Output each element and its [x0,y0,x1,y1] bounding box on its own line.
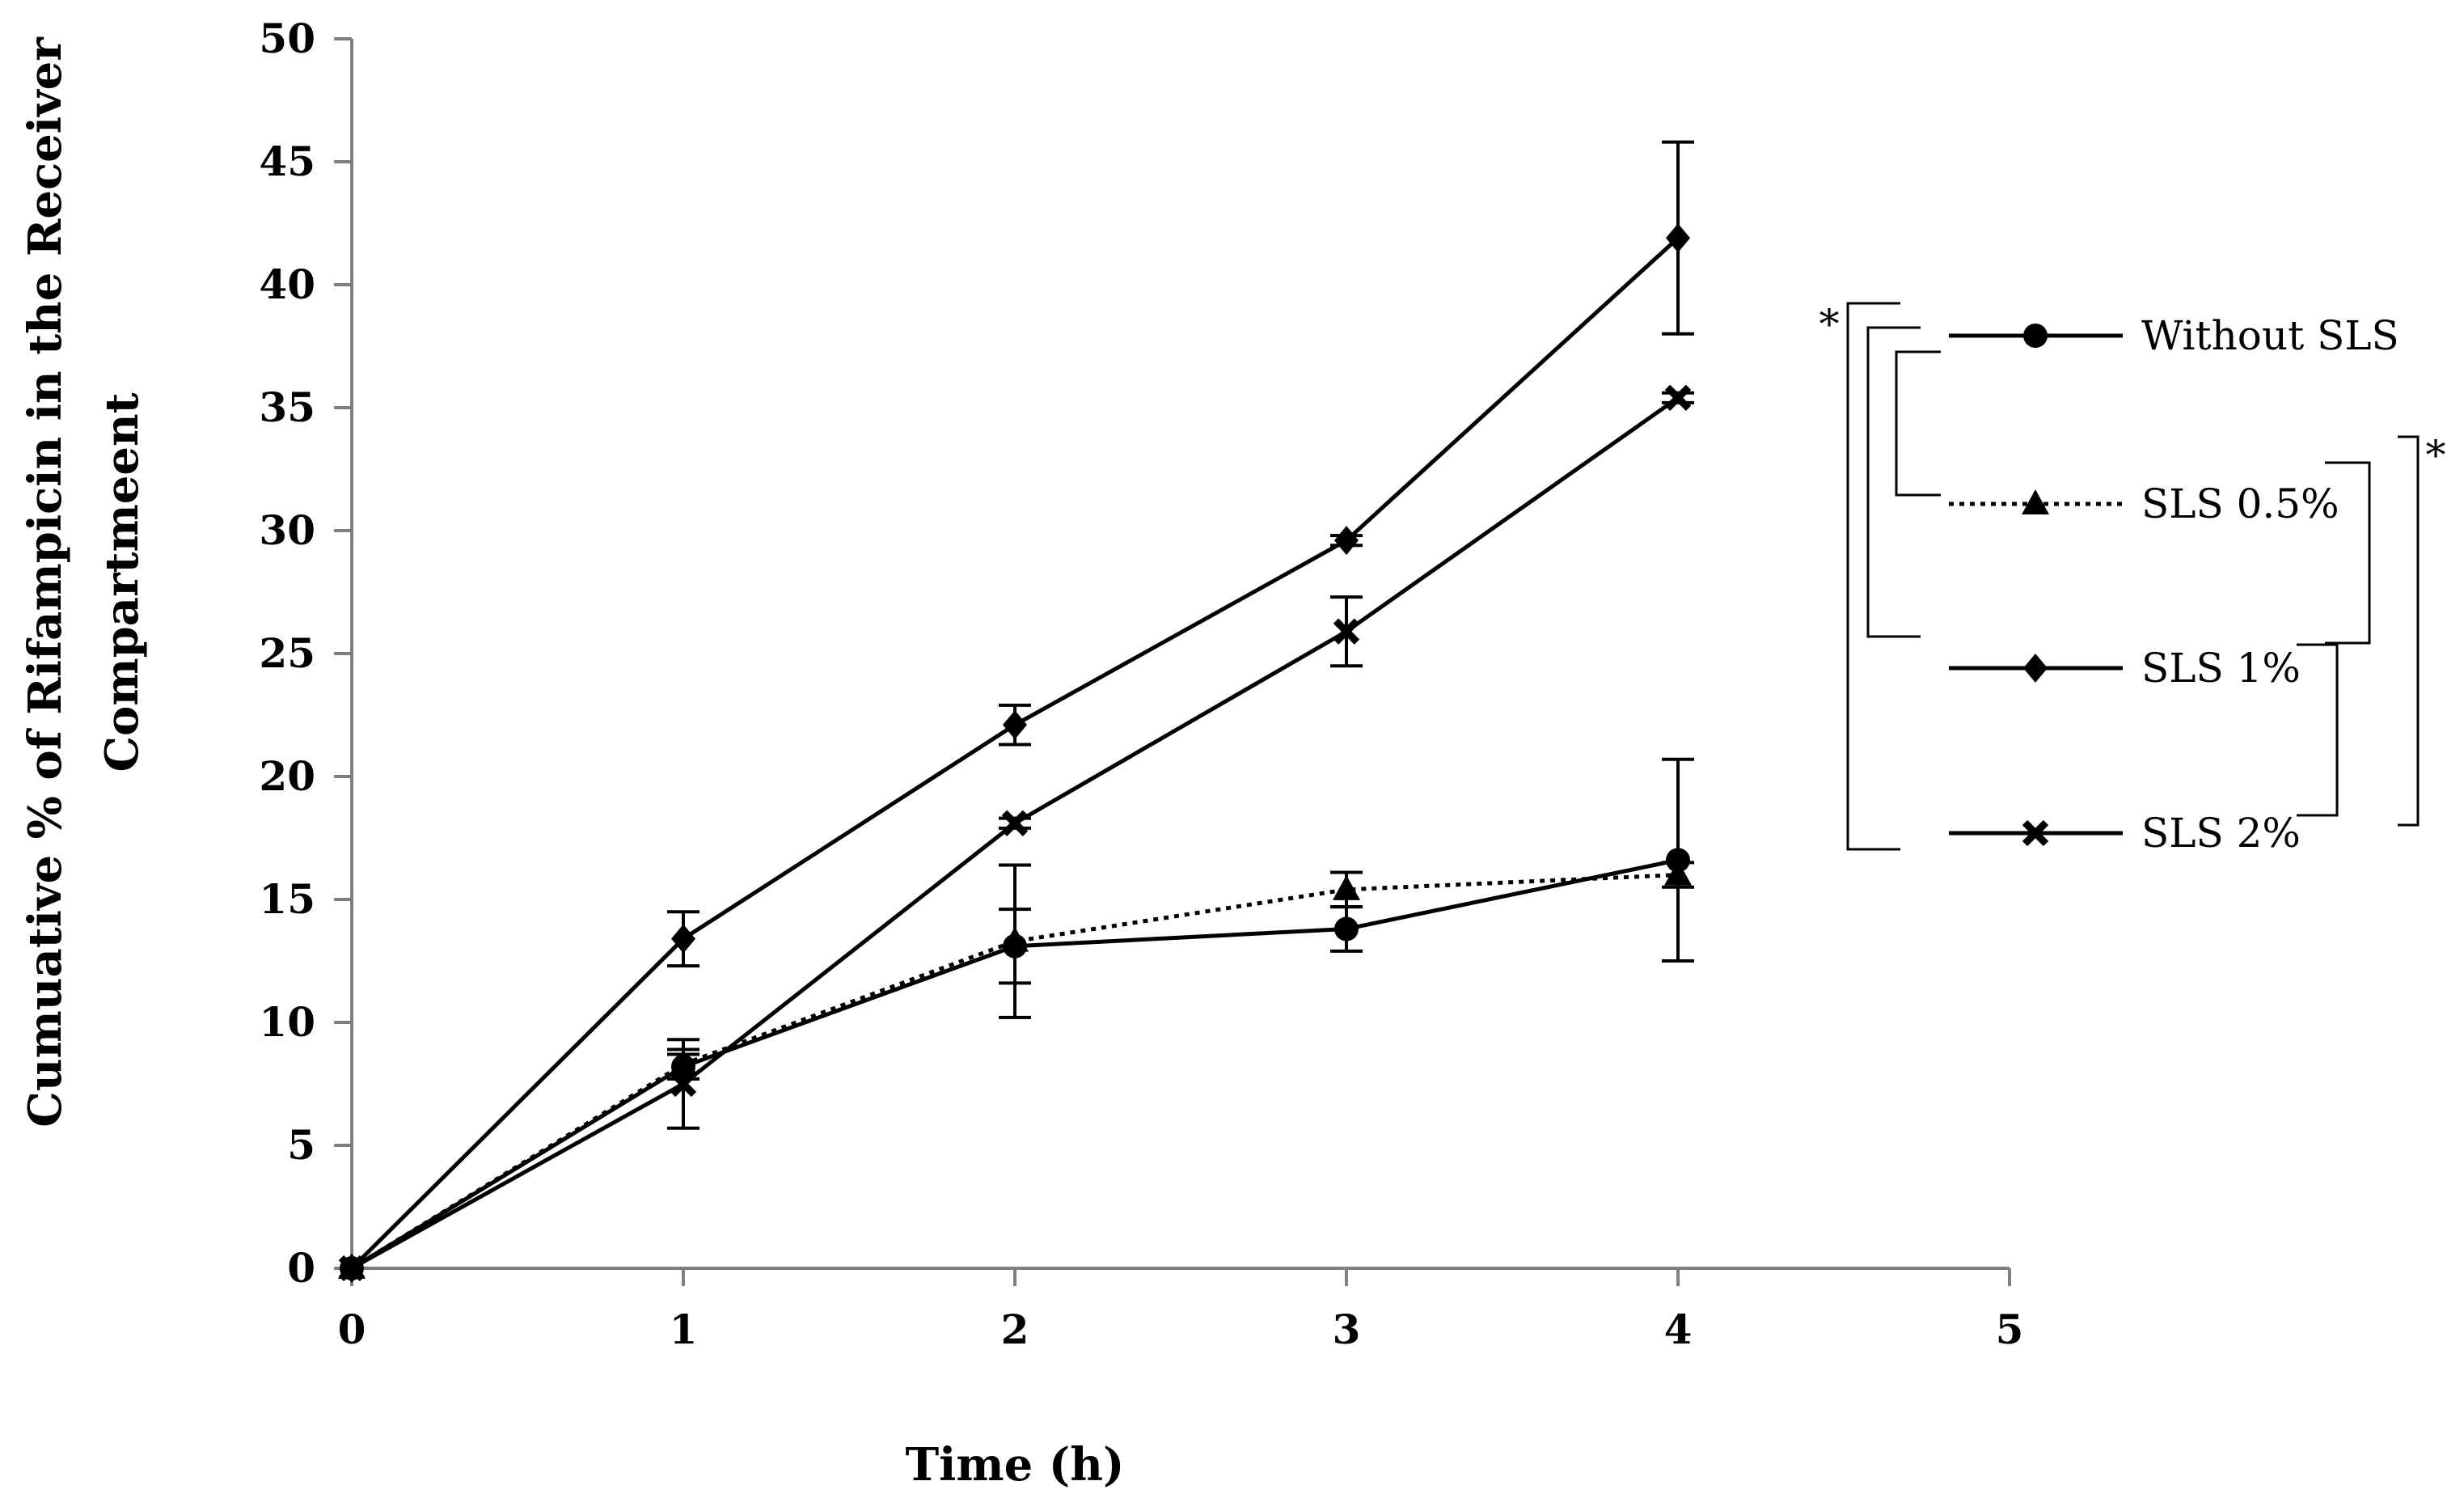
y-tick-label: 0 [287,1244,315,1292]
series-layer [338,140,1694,1283]
bracket-without-vs-sls1 [1866,326,1921,638]
y-tick-label: 15 [259,875,315,923]
data-point [1001,926,1029,952]
legend-label: Without SLS [2141,312,2399,359]
significance-star-left: * [1819,301,1840,348]
data-point [1333,874,1360,900]
series-without-sls [340,757,1694,1280]
axes [350,39,2010,1270]
legend-marker [2022,489,2049,514]
data-point [1666,223,1690,253]
y-tick-label: 30 [259,506,315,554]
x-tick-label: 2 [1001,1305,1029,1353]
data-point [1334,526,1359,556]
data-point [670,1070,697,1098]
y-tick-label: 50 [259,15,315,62]
y-axis-title-line-2: Compartmeent [95,392,149,772]
bracket-sls05-vs-sls1 [2325,461,2371,645]
series-line [350,236,1680,1270]
significance-brackets: * * [1819,301,2446,851]
legend-item: SLS 0.5% [1949,480,2339,527]
significance-star-right: * [2426,432,2446,479]
series-line [350,873,1679,1271]
series-sls-0-5- [338,860,1694,1279]
legend-marker [2022,819,2049,847]
series-line [350,396,1680,1271]
data-point [1003,710,1027,740]
x-axis-title: Time (h) [905,1438,1124,1492]
y-tick-label: 20 [259,752,315,800]
y-tick-label: 5 [287,1121,315,1169]
legend-marker [2023,654,2048,683]
y-tick-label: 25 [259,629,315,677]
legend-item: SLS 2% [1949,810,2301,857]
bracket-without-vs-sls05 [1895,350,1941,497]
y-ticks: 0 5 10 15 20 25 30 35 40 45 50 [259,15,352,1292]
legend-label: SLS 2% [2141,810,2301,857]
x-tick-label: 1 [670,1305,698,1353]
legend-label: SLS 0.5% [2141,480,2339,527]
data-point [1333,618,1360,645]
legend-item: SLS 1% [1949,645,2301,692]
data-point [1001,810,1029,836]
y-axis-title: Cumuative % of Rifampicin in the Receive… [19,36,149,1128]
legend-marker [2023,324,2048,348]
data-point [1664,384,1692,412]
y-tick-label: 35 [259,383,315,431]
x-tick-label: 5 [1996,1305,2024,1353]
bracket-outer-right [2398,435,2420,827]
series-sls-2- [338,384,1694,1282]
x-tick-label: 0 [338,1305,366,1353]
bracket-outer-left [1846,302,1900,851]
data-point [1666,848,1690,873]
x-ticks: 0 1 2 3 4 5 [338,1268,2024,1353]
legend-label: SLS 1% [2141,645,2301,692]
data-point [1334,916,1359,942]
x-tick-label: 3 [1333,1305,1361,1353]
y-tick-label: 40 [259,260,315,308]
data-point [1664,860,1692,886]
y-tick-label: 10 [259,998,315,1046]
legend-item: Without SLS [1949,312,2399,359]
bracket-sls1-vs-sls2 [2297,643,2339,817]
series-sls-1- [340,140,1694,1283]
legend: Without SLS SLS 0.5% SLS 1% SLS 2% [1949,312,2399,857]
y-axis-title-line-1: Cumuative % of Rifampicin in the Receive… [19,36,72,1128]
data-point [671,924,695,954]
x-tick-label: 4 [1664,1305,1693,1353]
y-tick-label: 45 [259,138,315,185]
data-point [338,1255,366,1282]
